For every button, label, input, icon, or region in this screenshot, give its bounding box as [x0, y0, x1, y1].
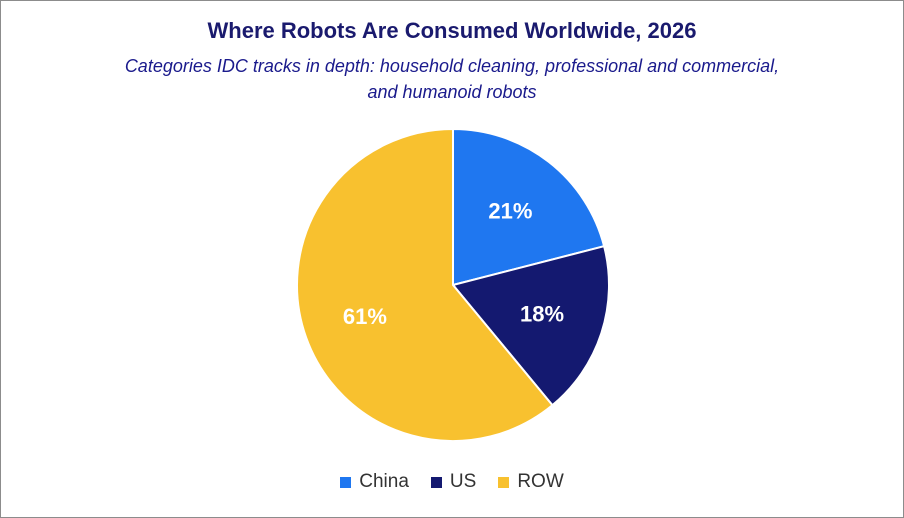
pie-slice-us — [451, 244, 610, 407]
chart-legend: China US ROW — [0, 471, 904, 493]
legend-swatch-row — [498, 476, 510, 488]
legend-label-china: China — [359, 471, 409, 492]
legend-label-row: ROW — [517, 471, 564, 492]
chart-subtitle: Categories IDC tracks in depth: househol… — [124, 56, 780, 102]
legend-label-us: US — [449, 471, 477, 492]
legend-swatch-us — [430, 476, 442, 488]
legend-item-row: ROW — [498, 471, 564, 493]
data-label-china: 21% — [488, 199, 532, 224]
pie-slices — [296, 127, 610, 442]
pie-labels: 21% 18% 61% — [343, 199, 564, 330]
data-label-row: 61% — [343, 304, 387, 329]
legend-item-china: China — [340, 471, 409, 493]
chart-title: Where Robots Are Consumed Worldwide, 202… — [207, 18, 697, 43]
pie-slice-china — [452, 127, 606, 287]
legend-item-us: US — [430, 471, 477, 493]
data-label-us: 18% — [520, 301, 564, 326]
pie-slice-row — [296, 127, 554, 442]
legend-swatch-china — [340, 476, 352, 488]
